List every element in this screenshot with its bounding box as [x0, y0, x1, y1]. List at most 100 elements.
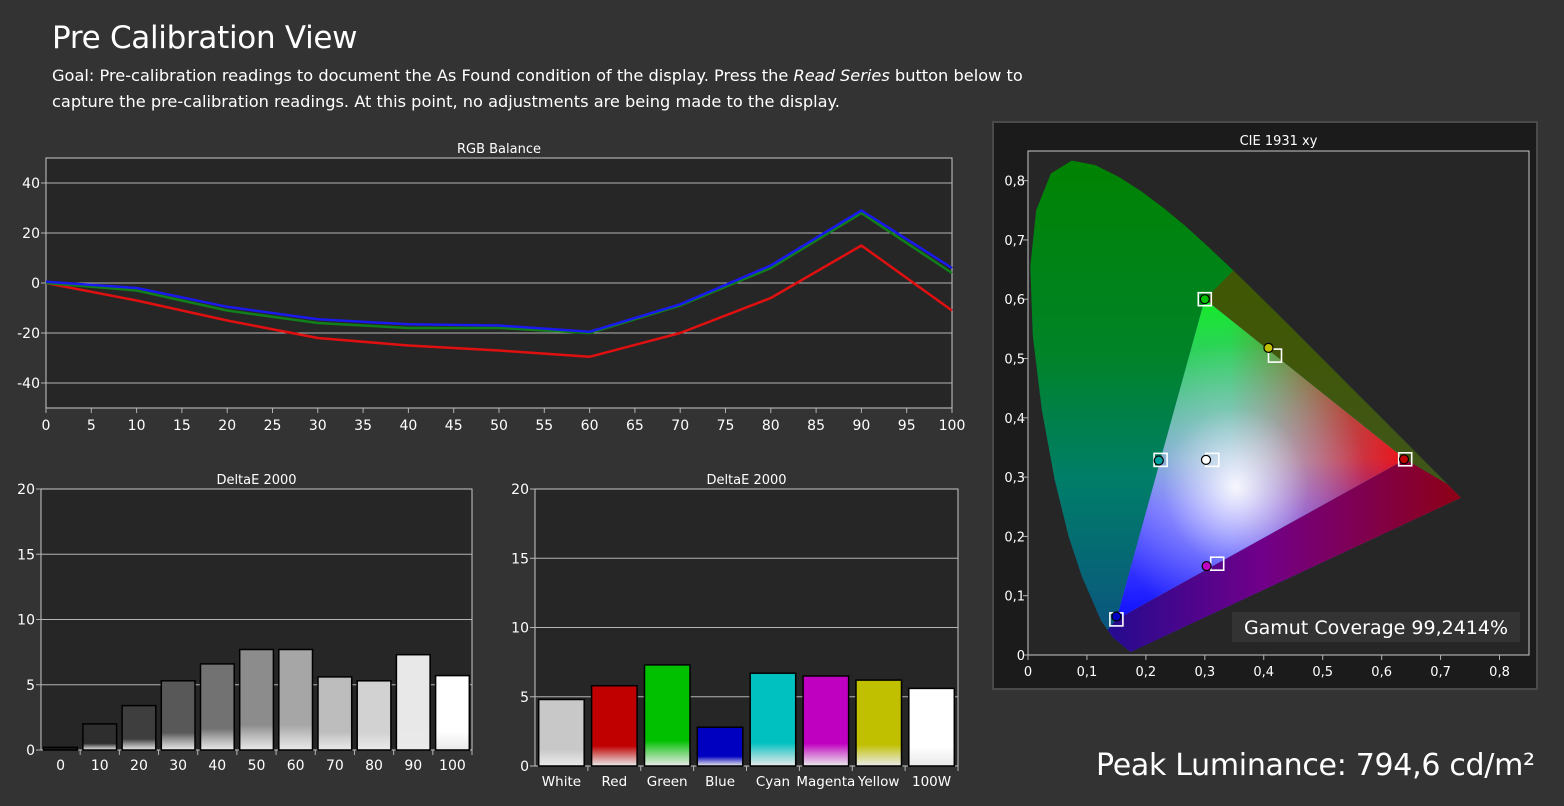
- rgb-balance-xtick-label: 25: [264, 418, 282, 434]
- deltae-colors-xtick-label: Red: [601, 774, 627, 790]
- deltae-grayscale-bar-0: [42, 746, 79, 751]
- deltae-colors-xtick-label: Yellow: [857, 774, 900, 790]
- cie-ytick-label: 0,7: [1004, 234, 1025, 249]
- rgb-balance-xtick-label: 35: [354, 418, 372, 434]
- cie-xtick-label: 0,2: [1136, 665, 1157, 680]
- deltae-grayscale-xtick-label: 70: [326, 758, 344, 774]
- rgb-balance-series-blue: [45, 209, 953, 334]
- deltae-colors-xtick-label: Magenta: [796, 774, 855, 790]
- cie-1931-chart: CIE 1931 xy 0,8 0,7 0,6 0,5 0,4 0,3 0,2 0,1 00 0,1…: [992, 121, 1538, 690]
- deltae-grayscale-title: DeltaE 2000: [216, 473, 296, 488]
- rgb-balance-xtick-label: 55: [535, 418, 553, 434]
- deltae-colors-xtick-label: Blue: [705, 774, 735, 790]
- cie-xtick-label: 0,3: [1194, 665, 1215, 680]
- rgb-balance-xtick-label: 10: [128, 418, 146, 434]
- deltae-grayscale-ytick-label: 15: [17, 547, 35, 563]
- deltae-colors-bar-red: [590, 684, 638, 767]
- rgb-balance-xtick-label: 80: [762, 418, 780, 434]
- deltae-colors-bar-white: [537, 698, 585, 767]
- deltae-colors-ytick-label: 15: [511, 551, 529, 567]
- cie-measured-white: [1200, 454, 1212, 465]
- cie-target-red: [1397, 451, 1413, 467]
- deltae-grayscale-xtick-label: 20: [130, 758, 148, 774]
- cie-xtick-label: 0,7: [1430, 665, 1451, 680]
- deltae-colors-chart: DeltaE 2000 20 15 10 5 0 White Red Green Blue Cyan…: [511, 473, 959, 790]
- deltae-grayscale-xtick-label: 90: [404, 758, 422, 774]
- gamut-coverage-box: [1232, 612, 1520, 642]
- deltae-grayscale-bar-10: [82, 723, 118, 751]
- rgb-balance-xtick-label: 90: [852, 418, 870, 434]
- cie-ytick-label: 0: [1017, 649, 1025, 664]
- deltae-grayscale-ytick-label: 20: [17, 482, 35, 498]
- deltae-grayscale-bar-60: [278, 648, 314, 751]
- rgb-balance-xtick-label: 20: [218, 418, 236, 434]
- cie-target-yellow: [1267, 348, 1283, 363]
- deltae-colors-bar-cyan: [749, 672, 797, 767]
- rgb-balance-title: RGB Balance: [457, 142, 541, 157]
- rgb-balance-xtick-label: 45: [445, 418, 463, 434]
- deltae-grayscale-xtick-label: 10: [91, 758, 109, 774]
- cie-ytick-label: 0,2: [1004, 530, 1025, 545]
- rgb-balance-chart: RGB Balance 40 20 0 -20 -40 0 5 10 15 20 25 30 35 40 45…: [17, 142, 965, 434]
- rgb-balance-xtick-label: 5: [87, 418, 96, 434]
- rgb-balance-xtick-label: 70: [671, 418, 689, 434]
- deltae-colors-bar-yellow: [855, 679, 903, 767]
- rgb-balance-ytick-label: -20: [17, 326, 40, 342]
- rgb-balance-ytick-label: 20: [22, 226, 40, 242]
- goal-text: Goal: Pre-calibration readings to docume…: [52, 63, 1052, 115]
- gamut-coverage-text: Gamut Coverage 99,2414%: [1244, 617, 1508, 639]
- deltae-colors-bar-magenta: [802, 675, 850, 767]
- rgb-balance-xtick-label: 15: [173, 418, 191, 434]
- cie-xtick-label: 0,1: [1077, 665, 1098, 680]
- rgb-balance-xtick-label: 85: [807, 418, 825, 434]
- deltae-grayscale-xtick-label: 60: [287, 758, 305, 774]
- cie-xtick-label: 0,5: [1312, 665, 1333, 680]
- cie-measured-red: [1398, 454, 1410, 465]
- deltae-colors-bar-100w: [908, 687, 956, 767]
- deltae-grayscale-ytick-label: 0: [26, 743, 35, 759]
- goal-read-series: Read Series: [793, 66, 890, 85]
- deltae-colors-xtick-label: White: [542, 774, 581, 790]
- deltae-grayscale-xtick-label: 0: [56, 758, 65, 774]
- cie-ytick-label: 0,6: [1004, 293, 1025, 308]
- goal-prefix: Goal: Pre-calibration readings to docume…: [52, 66, 794, 85]
- cie-measured-blue: [1111, 611, 1122, 622]
- rgb-balance-xtick-label: 65: [626, 418, 644, 434]
- cie-xtick-label: 0,8: [1489, 665, 1510, 680]
- rgb-balance-ytick-label: -40: [17, 376, 40, 392]
- rgb-balance-xtick-label: 30: [309, 418, 327, 434]
- rgb-balance-xtick-label: 75: [717, 418, 735, 434]
- rgb-balance-xtick-label: 95: [898, 418, 916, 434]
- cie-ytick-label: 0,8: [1004, 175, 1025, 190]
- rgb-balance-xtick-label: 100: [939, 418, 966, 434]
- deltae-colors-ytick-label: 10: [511, 621, 529, 637]
- cie-measured-cyan: [1153, 455, 1164, 466]
- deltae-grayscale-bar-80: [356, 680, 392, 751]
- cie-ytick-label: 0,1: [1004, 590, 1025, 605]
- deltae-colors-ytick-label: 20: [511, 482, 529, 498]
- rgb-balance-ytick-label: 40: [22, 176, 40, 192]
- rgb-balance-xtick-label: 0: [42, 418, 51, 434]
- deltae-colors-ytick-label: 0: [520, 759, 529, 775]
- cie-ytick-label: 0,4: [1004, 412, 1025, 427]
- rgb-balance-xtick-label: 60: [581, 418, 599, 434]
- cie-measured-green: [1199, 294, 1210, 305]
- deltae-grayscale-ytick-label: 5: [26, 678, 35, 694]
- cie-ytick-label: 0,3: [1004, 471, 1025, 486]
- deltae-colors-bar-green: [643, 664, 691, 767]
- deltae-grayscale-bar-30: [160, 680, 196, 751]
- deltae-grayscale-bar-70: [317, 676, 353, 751]
- deltae-grayscale-bar-90: [395, 653, 431, 751]
- rgb-balance-ytick-label: 0: [31, 276, 40, 292]
- cie-xtick-label: 0,4: [1253, 665, 1274, 680]
- deltae-colors-title: DeltaE 2000: [706, 473, 786, 488]
- cie-title: CIE 1931 xy: [1240, 134, 1318, 149]
- cie-measured-magenta: [1201, 560, 1212, 572]
- cie-xtick-label: 0: [1024, 665, 1032, 680]
- page-title: Pre Calibration View: [52, 20, 358, 56]
- rgb-balance-xtick-label: 50: [490, 418, 508, 434]
- deltae-colors-ytick-label: 5: [520, 690, 529, 706]
- deltae-grayscale-bar-40: [199, 663, 235, 751]
